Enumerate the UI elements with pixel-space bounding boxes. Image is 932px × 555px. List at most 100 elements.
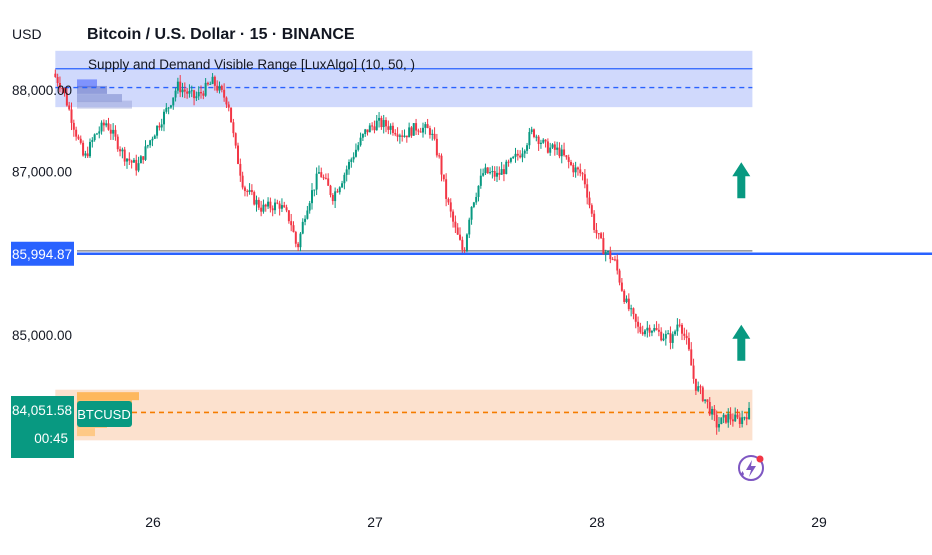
candle-body[interactable] xyxy=(507,161,510,163)
candle-body[interactable] xyxy=(588,197,591,206)
candle-body[interactable] xyxy=(401,135,404,137)
candle-body[interactable] xyxy=(465,234,468,252)
candle-body[interactable] xyxy=(149,140,152,146)
candle-body[interactable] xyxy=(475,196,478,203)
candle-body[interactable] xyxy=(119,149,122,152)
candle-body[interactable] xyxy=(77,136,80,139)
candle-body[interactable] xyxy=(126,158,129,162)
candle-body[interactable] xyxy=(70,109,73,123)
candle-body[interactable] xyxy=(565,155,568,158)
candle-body[interactable] xyxy=(408,127,411,138)
candle-body[interactable] xyxy=(213,76,216,86)
candle-body[interactable] xyxy=(449,202,452,212)
candle-body[interactable] xyxy=(530,129,533,133)
candle-body[interactable] xyxy=(551,144,554,148)
candle-body[interactable] xyxy=(433,133,436,139)
candle-body[interactable] xyxy=(438,155,441,157)
candle-body[interactable] xyxy=(371,125,374,127)
candle-body[interactable] xyxy=(572,164,575,173)
candle-body[interactable] xyxy=(528,132,531,146)
candle-body[interactable] xyxy=(230,107,233,123)
candle-body[interactable] xyxy=(727,413,730,423)
candle-body[interactable] xyxy=(496,172,499,177)
candle-body[interactable] xyxy=(482,173,485,176)
candle-body[interactable] xyxy=(65,92,68,106)
candle-body[interactable] xyxy=(216,85,219,91)
candle-body[interactable] xyxy=(678,324,681,326)
candle-body[interactable] xyxy=(644,330,647,335)
candle-body[interactable] xyxy=(276,202,279,204)
candle-body[interactable] xyxy=(193,90,196,99)
candle-body[interactable] xyxy=(109,129,112,134)
candle-body[interactable] xyxy=(135,159,138,171)
candle-body[interactable] xyxy=(223,89,226,98)
candle-body[interactable] xyxy=(350,159,353,162)
candle-body[interactable] xyxy=(722,414,725,418)
candle-body[interactable] xyxy=(706,399,709,402)
candle-body[interactable] xyxy=(653,328,656,331)
candle-body[interactable] xyxy=(637,321,640,327)
candle-body[interactable] xyxy=(641,332,644,335)
candle-body[interactable] xyxy=(204,82,207,96)
candle-body[interactable] xyxy=(86,153,89,157)
candle-body[interactable] xyxy=(257,199,260,208)
candle-body[interactable] xyxy=(311,190,314,204)
candle-body[interactable] xyxy=(472,202,475,207)
candle-body[interactable] xyxy=(627,298,630,310)
candle-body[interactable] xyxy=(364,129,367,135)
candle-body[interactable] xyxy=(625,298,628,302)
candle-body[interactable] xyxy=(121,149,124,152)
candle-body[interactable] xyxy=(600,233,603,239)
candle-body[interactable] xyxy=(341,183,344,188)
candle-body[interactable] xyxy=(491,171,494,173)
candle-body[interactable] xyxy=(114,129,117,137)
candle-body[interactable] xyxy=(380,117,383,128)
candle-body[interactable] xyxy=(274,202,277,211)
candle-body[interactable] xyxy=(260,207,263,212)
candle-body[interactable] xyxy=(100,122,103,132)
candle-body[interactable] xyxy=(269,201,272,209)
candle-body[interactable] xyxy=(301,221,304,234)
candle-body[interactable] xyxy=(516,153,519,156)
candle-body[interactable] xyxy=(681,324,684,334)
currency-label[interactable]: USD xyxy=(12,26,42,42)
candle-body[interactable] xyxy=(662,338,665,341)
candle-body[interactable] xyxy=(58,82,61,89)
candle-body[interactable] xyxy=(731,419,734,422)
candle-body[interactable] xyxy=(63,88,66,93)
candle-body[interactable] xyxy=(132,159,135,163)
candle-body[interactable] xyxy=(493,171,496,177)
candle-body[interactable] xyxy=(639,326,642,333)
candle-body[interactable] xyxy=(146,145,149,147)
candle-body[interactable] xyxy=(56,76,59,83)
candle-body[interactable] xyxy=(306,210,309,219)
time-axis[interactable]: 26 27 28 29 xyxy=(145,514,827,530)
candle-body[interactable] xyxy=(123,149,126,162)
candle-body[interactable] xyxy=(385,120,388,127)
candle-body[interactable] xyxy=(292,225,295,233)
candle-body[interactable] xyxy=(415,123,418,131)
candle-body[interactable] xyxy=(704,399,707,402)
candle-body[interactable] xyxy=(357,145,360,150)
candle-body[interactable] xyxy=(676,324,679,332)
candle-body[interactable] xyxy=(227,104,230,108)
candle-body[interactable] xyxy=(542,139,545,143)
candle-body[interactable] xyxy=(128,158,131,161)
candle-body[interactable] xyxy=(509,158,512,162)
candle-body[interactable] xyxy=(169,105,172,108)
candle-body[interactable] xyxy=(248,190,251,192)
candle-body[interactable] xyxy=(398,135,401,137)
candle-body[interactable] xyxy=(405,135,408,138)
candle-body[interactable] xyxy=(683,333,686,336)
candle-body[interactable] xyxy=(403,135,406,137)
candle-body[interactable] xyxy=(209,83,212,85)
candle-body[interactable] xyxy=(544,139,547,142)
candle-body[interactable] xyxy=(237,145,240,164)
candle-body[interactable] xyxy=(320,172,323,178)
candle-body[interactable] xyxy=(243,187,246,191)
candle-body[interactable] xyxy=(611,259,614,261)
candle-body[interactable] xyxy=(144,146,147,160)
candle-body[interactable] xyxy=(613,259,616,261)
candle-body[interactable] xyxy=(89,141,92,157)
candle-body[interactable] xyxy=(183,89,186,92)
